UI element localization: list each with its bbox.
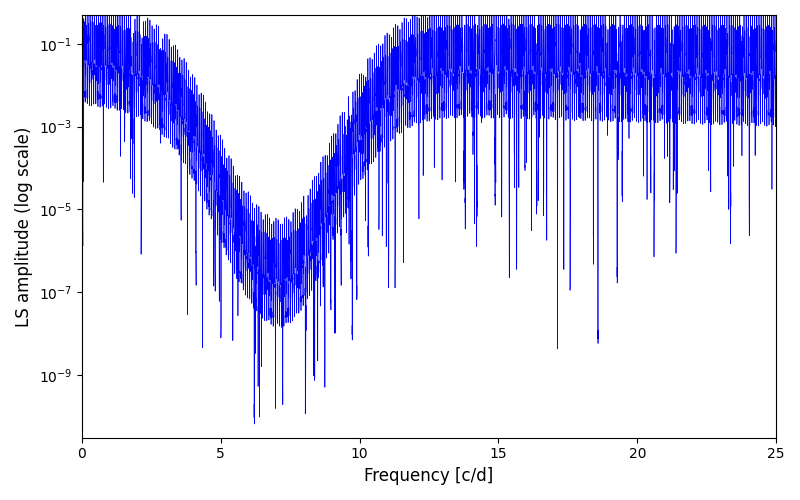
X-axis label: Frequency [c/d]: Frequency [c/d] <box>364 467 494 485</box>
Y-axis label: LS amplitude (log scale): LS amplitude (log scale) <box>15 126 33 326</box>
